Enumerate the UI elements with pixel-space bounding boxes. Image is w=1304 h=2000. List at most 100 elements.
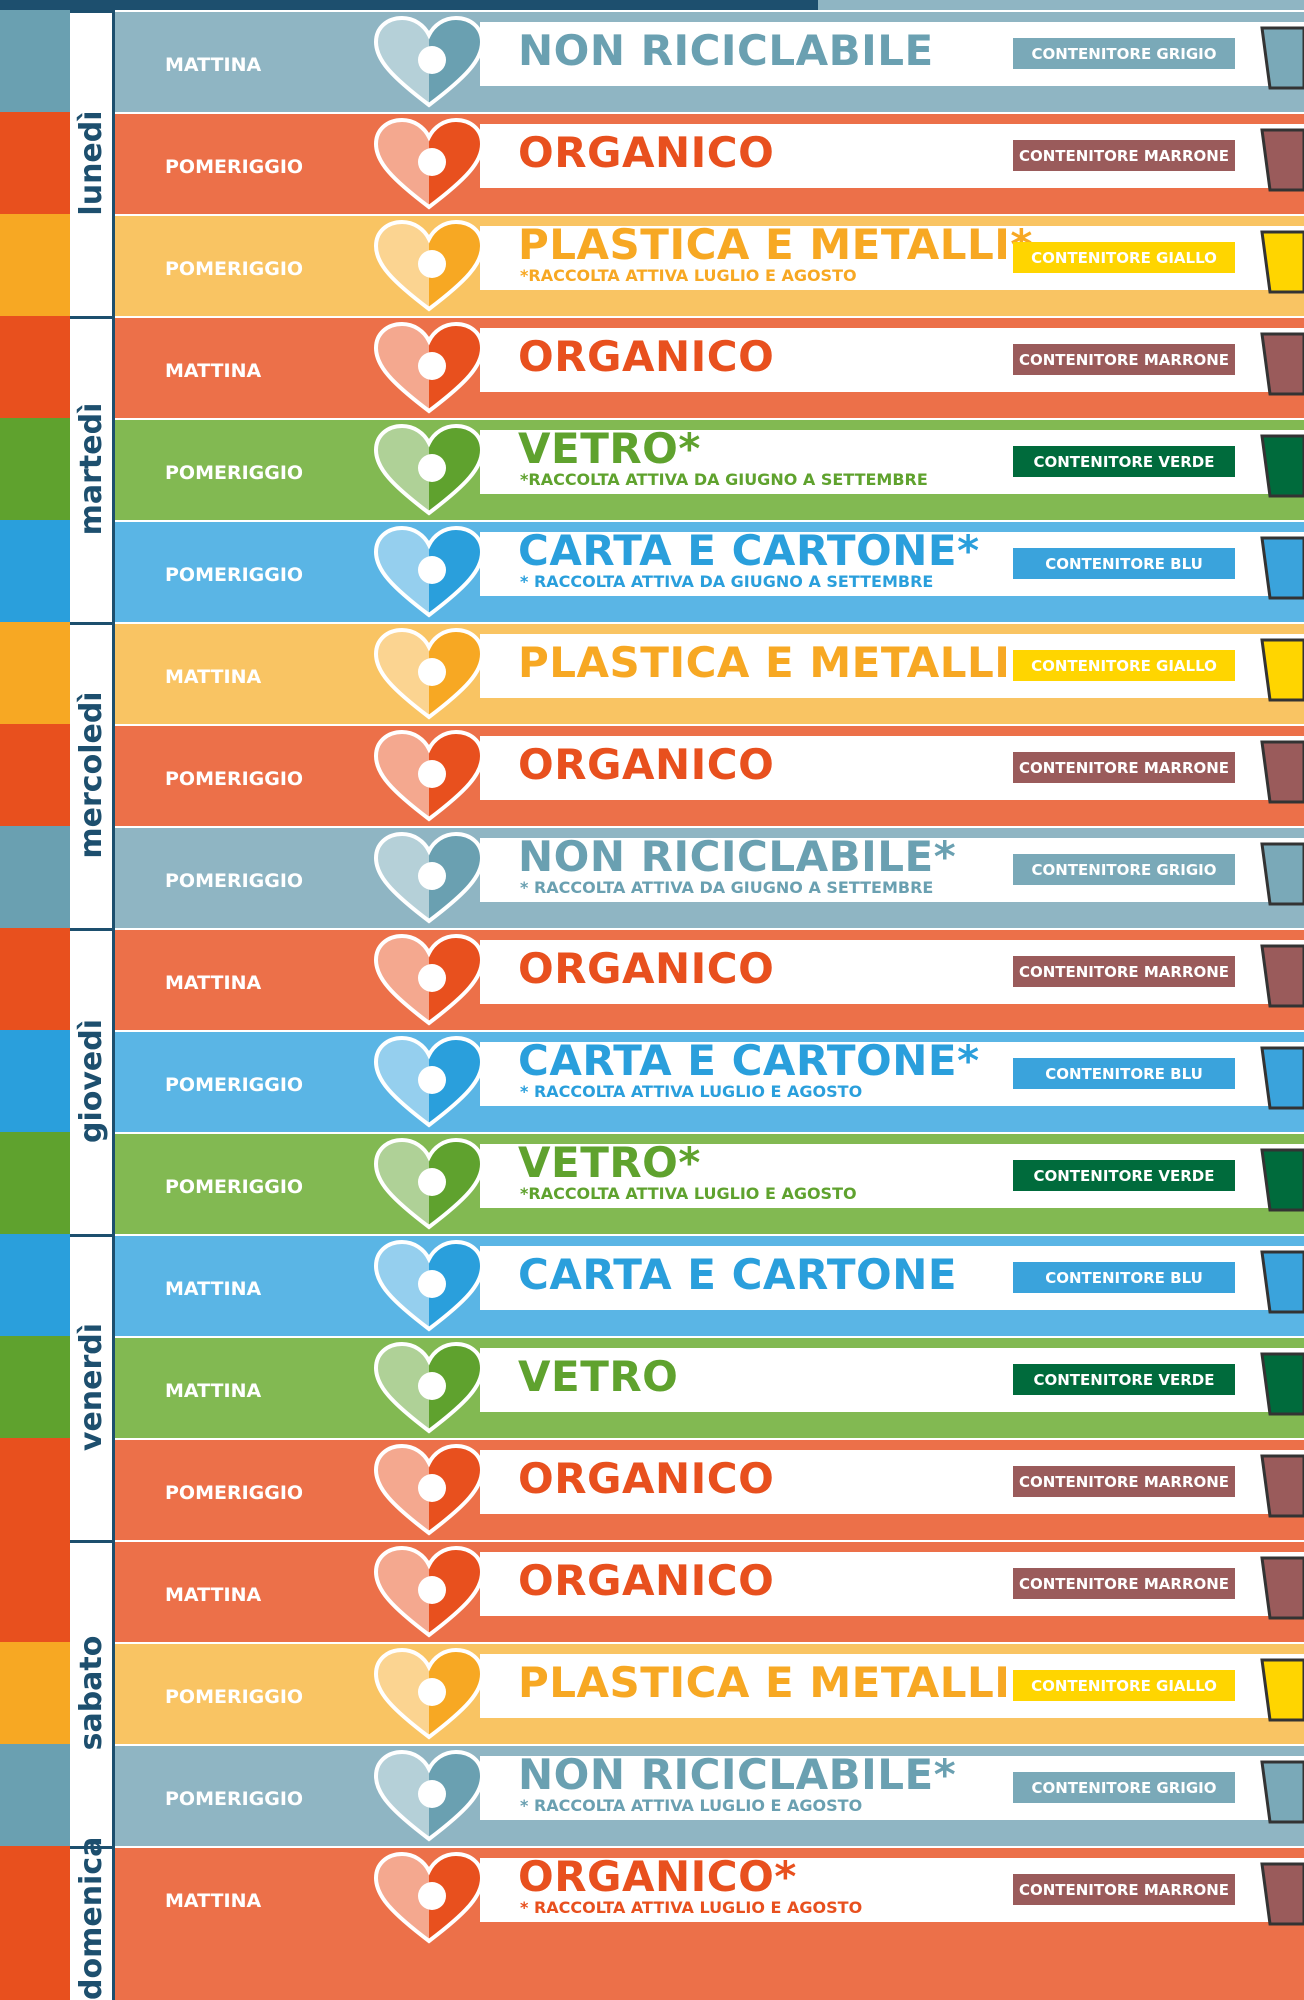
time: MATTINA	[165, 972, 262, 994]
category: PLASTICA E METALLI	[518, 1658, 1011, 1707]
day-strip	[0, 1132, 70, 1234]
category: NON RICICLABILE	[518, 26, 934, 75]
category: ORGANICO	[518, 1556, 775, 1605]
day-label: martedì	[74, 402, 109, 536]
top-bar-light	[818, 0, 1304, 10]
day-sep	[70, 622, 115, 625]
time: POMERIGGIO	[165, 1686, 304, 1708]
heart-icon	[373, 525, 485, 618]
day-label: lunedì	[74, 110, 109, 216]
note: * RACCOLTA ATTIVA LUGLIO E AGOSTO	[520, 1796, 863, 1815]
category: VETRO*	[518, 424, 701, 473]
note: * RACCOLTA ATTIVA LUGLIO E AGOSTO	[520, 1898, 863, 1917]
category: ORGANICO	[518, 332, 775, 381]
day-sep	[70, 1540, 115, 1543]
time: MATTINA	[165, 666, 262, 688]
heart-icon	[373, 627, 485, 720]
day-strip	[0, 1030, 70, 1132]
day-column-line	[112, 1234, 115, 1540]
day-label: domenica	[74, 1836, 109, 2000]
note: * RACCOLTA ATTIVA DA GIUGNO A SETTEMBRE	[520, 878, 934, 897]
category: VETRO	[518, 1352, 679, 1401]
category: NON RICICLABILE*	[518, 1750, 957, 1799]
day-strip	[0, 1234, 70, 1336]
heart-icon	[373, 729, 485, 822]
bin-icon	[1260, 740, 1304, 804]
day-strip	[0, 1642, 70, 1744]
bin-icon	[1260, 1250, 1304, 1314]
time: POMERIGGIO	[165, 564, 304, 586]
heart-icon	[373, 1137, 485, 1230]
bin-icon	[1260, 1148, 1304, 1212]
time: POMERIGGIO	[165, 1788, 304, 1810]
time: POMERIGGIO	[165, 258, 304, 280]
heart-icon	[373, 1239, 485, 1332]
day-strip	[0, 214, 70, 316]
bin-icon	[1260, 230, 1304, 294]
heart-icon	[373, 1647, 485, 1740]
category: ORGANICO	[518, 1454, 775, 1503]
container-label: CONTENITORE MARRONE	[1013, 1874, 1235, 1905]
heart-icon	[373, 933, 485, 1026]
time: POMERIGGIO	[165, 1482, 304, 1504]
day-strip	[0, 928, 70, 1030]
day-strip	[0, 316, 70, 418]
bin-icon	[1260, 1046, 1304, 1110]
heart-icon	[373, 1851, 485, 1944]
container-label: CONTENITORE VERDE	[1013, 1160, 1235, 1191]
bin-icon	[1260, 1556, 1304, 1620]
bin-icon	[1260, 1760, 1304, 1824]
day-strip	[0, 10, 70, 112]
day-strip	[0, 1846, 70, 2000]
container-label: CONTENITORE BLU	[1013, 1058, 1235, 1089]
note: *RACCOLTA ATTIVA LUGLIO E AGOSTO	[520, 1184, 857, 1203]
category: ORGANICO	[518, 128, 775, 177]
heart-icon	[373, 1035, 485, 1128]
bin-icon	[1260, 434, 1304, 498]
container-label: CONTENITORE VERDE	[1013, 446, 1235, 477]
container-label: CONTENITORE GIALLO	[1013, 1670, 1235, 1701]
heart-icon	[373, 1443, 485, 1536]
heart-icon	[373, 423, 485, 516]
day-strip	[0, 1744, 70, 1846]
time: POMERIGGIO	[165, 1074, 304, 1096]
category: NON RICICLABILE*	[518, 832, 957, 881]
day-sep	[70, 10, 115, 13]
day-strip	[0, 622, 70, 724]
time: POMERIGGIO	[165, 462, 304, 484]
heart-icon	[373, 1341, 485, 1434]
day-column-line	[112, 1846, 115, 2000]
container-label: CONTENITORE GIALLO	[1013, 650, 1235, 681]
day-column-line	[112, 928, 115, 1234]
heart-icon	[373, 117, 485, 210]
day-strip	[0, 1540, 70, 1642]
day-strip	[0, 1438, 70, 1540]
category: ORGANICO	[518, 740, 775, 789]
heart-icon	[373, 831, 485, 924]
day-label: venerdì	[74, 1322, 109, 1452]
bin-icon	[1260, 944, 1304, 1008]
time: POMERIGGIO	[165, 1176, 304, 1198]
time: POMERIGGIO	[165, 768, 304, 790]
note: *RACCOLTA ATTIVA LUGLIO E AGOSTO	[520, 266, 857, 285]
container-label: CONTENITORE GRIGIO	[1013, 854, 1235, 885]
container-label: CONTENITORE MARRONE	[1013, 956, 1235, 987]
day-label: giovedì	[74, 1018, 109, 1144]
category: ORGANICO*	[518, 1852, 797, 1901]
day-strip	[0, 112, 70, 214]
day-column-line	[112, 10, 115, 316]
time: POMERIGGIO	[165, 870, 304, 892]
bin-icon	[1260, 1352, 1304, 1416]
day-sep	[70, 316, 115, 319]
category: PLASTICA E METALLI*	[518, 220, 1033, 269]
day-strip	[0, 418, 70, 520]
heart-icon	[373, 15, 485, 108]
note: * RACCOLTA ATTIVA DA GIUGNO A SETTEMBRE	[520, 572, 934, 591]
category: VETRO*	[518, 1138, 701, 1187]
category: PLASTICA E METALLI	[518, 638, 1011, 687]
bin-icon	[1260, 842, 1304, 906]
bin-icon	[1260, 638, 1304, 702]
container-label: CONTENITORE GRIGIO	[1013, 1772, 1235, 1803]
day-strip	[0, 826, 70, 928]
day-label: sabato	[74, 1635, 109, 1751]
